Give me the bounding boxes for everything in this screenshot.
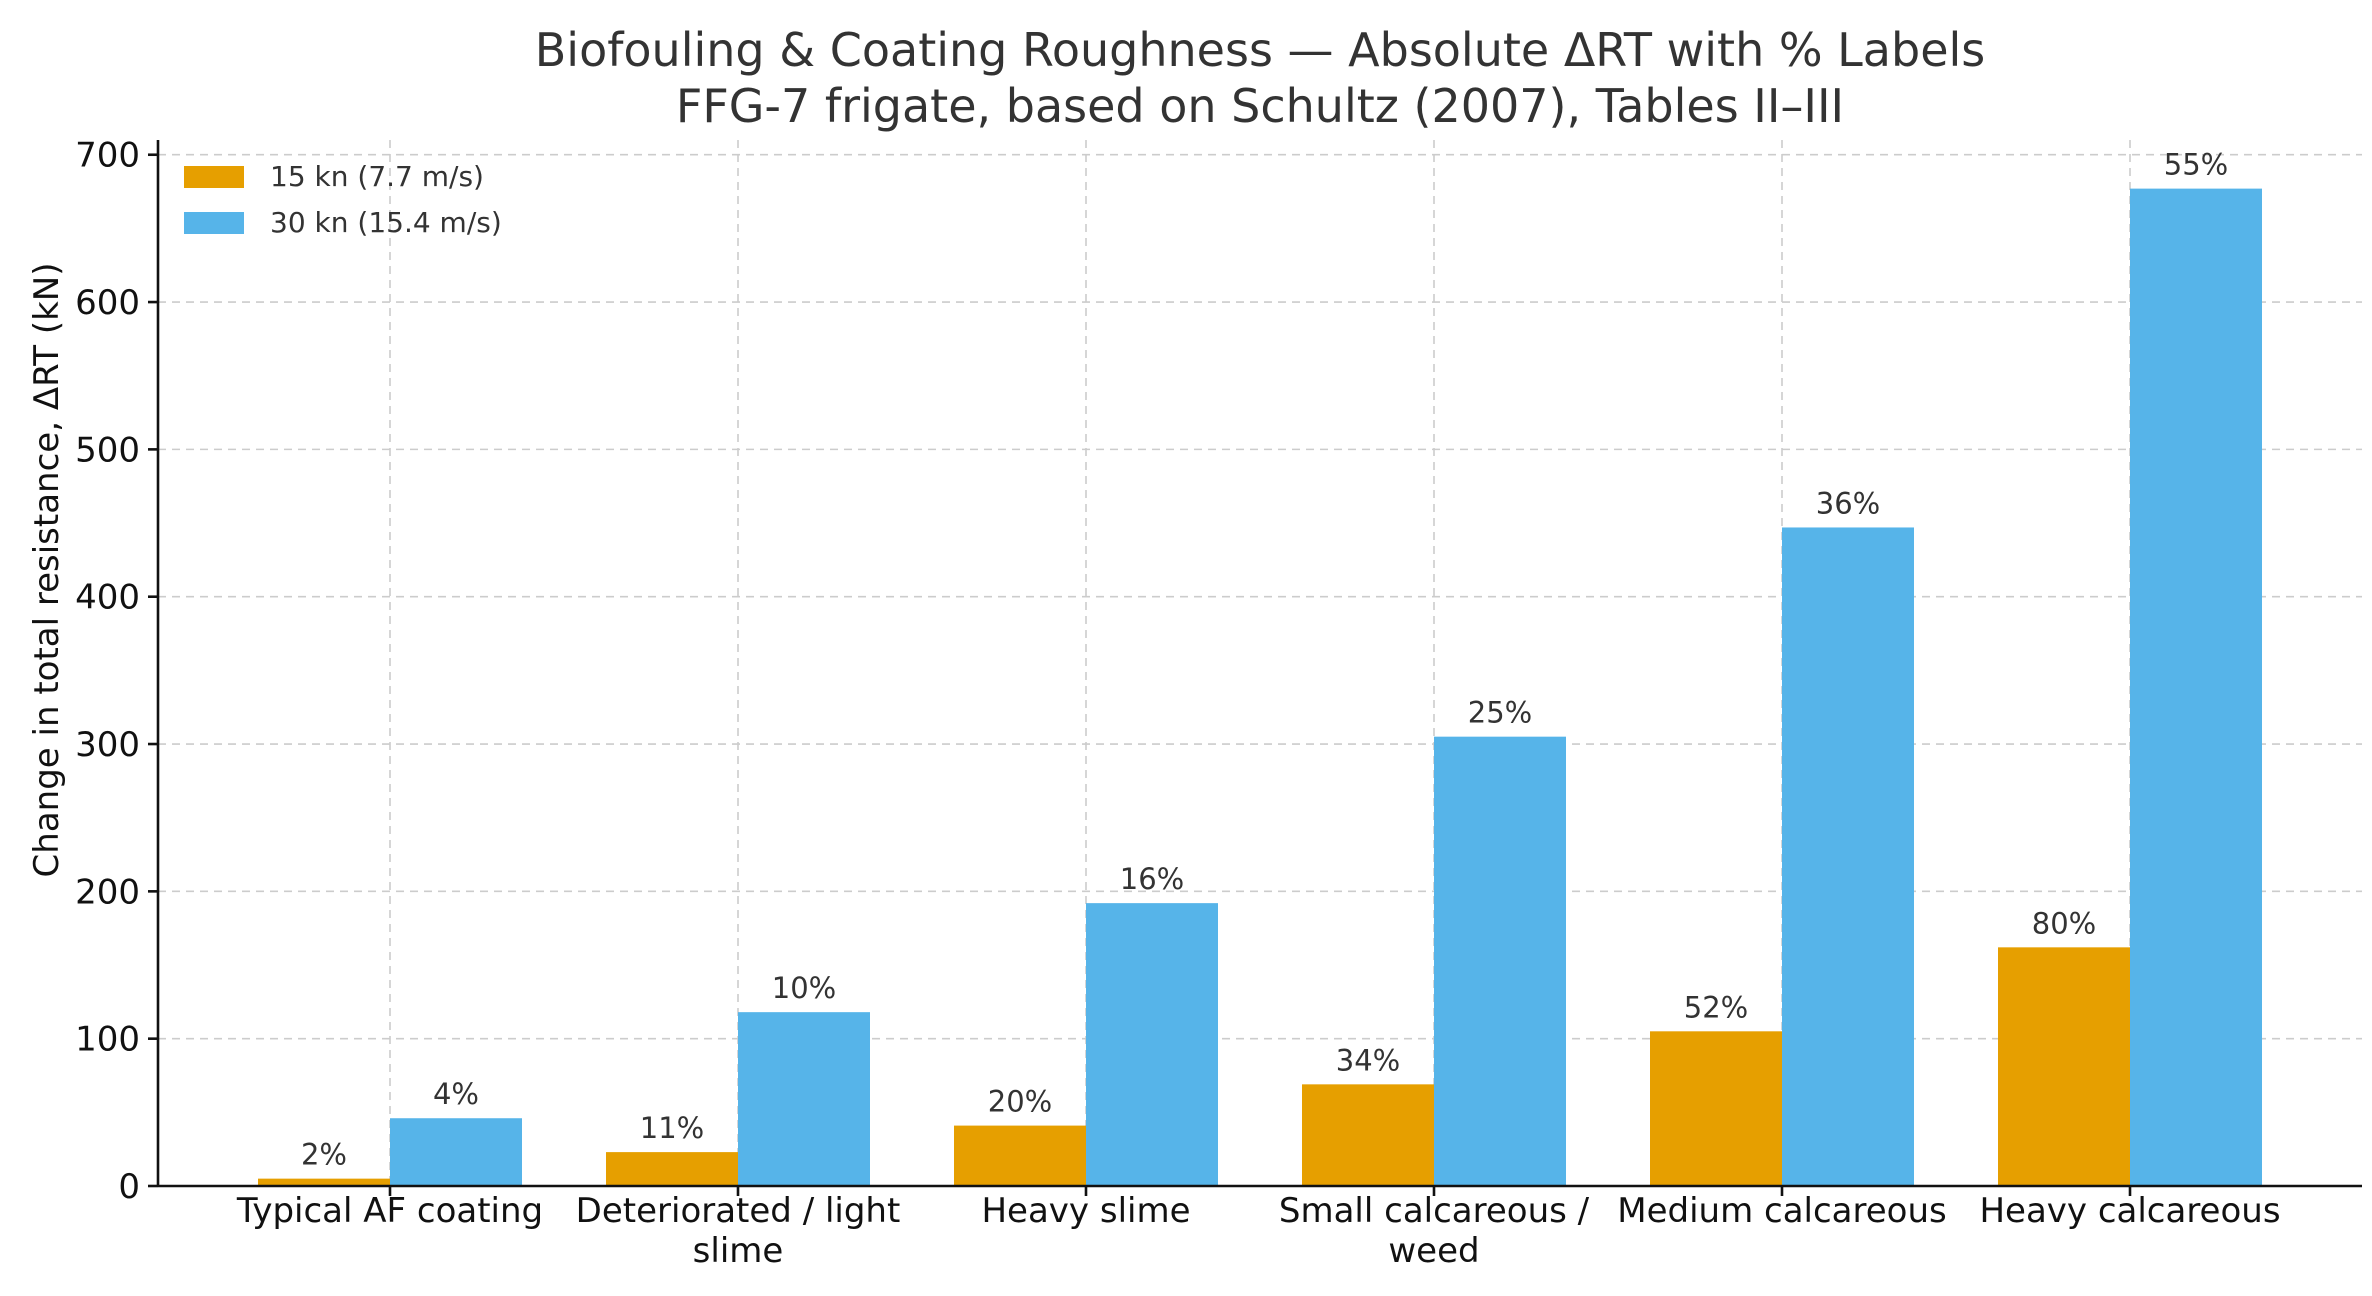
bar-percent-label: 16% — [1120, 862, 1184, 896]
bar-30kn — [1782, 527, 1914, 1186]
x-category-label: Heavy slime — [981, 1191, 1190, 1231]
bar-percent-label: 4% — [433, 1077, 479, 1111]
legend: 15 kn (7.7 m/s) 30 kn (15.4 m/s) — [184, 160, 502, 239]
x-category-label: weed — [1388, 1231, 1479, 1271]
bar-percent-label: 25% — [1468, 696, 1532, 730]
bar-15kn — [1650, 1031, 1782, 1186]
bar-15kn — [606, 1152, 738, 1186]
bar-percent-label: 20% — [988, 1085, 1052, 1119]
bars-layer — [258, 188, 2262, 1187]
x-category-label: Heavy calcareous — [1979, 1191, 2280, 1231]
x-category-label: slime — [693, 1231, 784, 1271]
y-tick-label: 400 — [75, 578, 140, 618]
x-category-label: Typical AF coating — [236, 1191, 543, 1231]
x-category-label: Deteriorated / light — [576, 1191, 901, 1231]
bar-percent-label: 36% — [1816, 486, 1880, 520]
bar-percent-label: 2% — [301, 1138, 347, 1172]
legend-entry-label: 15 kn (7.7 m/s) — [270, 160, 484, 193]
bar-30kn — [738, 1012, 870, 1186]
bar-15kn — [954, 1125, 1086, 1186]
bar-percent-label: 10% — [772, 971, 836, 1005]
y-tick-label: 500 — [75, 430, 140, 470]
bar-percent-label: 34% — [1336, 1043, 1400, 1077]
legend-swatch — [184, 212, 244, 234]
y-tick-label: 300 — [75, 725, 140, 765]
x-category-label: Small calcareous / — [1279, 1191, 1590, 1231]
bar-30kn — [390, 1118, 522, 1186]
bar-labels-layer: 2% 11% 20% 34% 52% 80% 4% 10% 16% 25% 36% 55% — [301, 148, 2228, 1172]
bar-15kn — [1998, 947, 2130, 1186]
y-tick-label: 700 — [75, 136, 140, 176]
axes-layer — [156, 140, 2362, 1188]
bar-15kn — [1302, 1084, 1434, 1186]
x-category-labels: Typical AF coating Deteriorated / lightsl… — [236, 1186, 2281, 1271]
y-tick-label: 200 — [75, 872, 140, 912]
legend-swatch — [184, 166, 244, 188]
bar-percent-label: 55% — [2164, 148, 2228, 182]
x-category-label: Medium calcareous — [1617, 1191, 1946, 1231]
bar-percent-label: 80% — [2032, 906, 2096, 940]
bar-percent-label: 52% — [1684, 990, 1748, 1024]
y-axis-label: Change in total resistance, ΔRT (kN) — [27, 263, 67, 878]
chart-subtitle: FFG-7 frigate, based on Schultz (2007), … — [676, 79, 1844, 133]
y-tick-label: 600 — [75, 283, 140, 323]
y-tick-label: 100 — [75, 1020, 140, 1060]
bar-30kn — [1086, 903, 1218, 1186]
bar-30kn — [1434, 736, 1566, 1186]
bar-30kn — [2130, 188, 2262, 1187]
y-ticks-layer: 0 100 200 300 400 500 600 700 — [75, 136, 158, 1207]
chart-title: Biofouling & Coating Roughness — Absolut… — [535, 23, 1986, 77]
bar-15kn — [258, 1178, 390, 1186]
legend-entry-label: 30 kn (15.4 m/s) — [270, 206, 502, 239]
bar-percent-label: 11% — [640, 1111, 704, 1145]
y-tick-label: 0 — [118, 1167, 140, 1207]
